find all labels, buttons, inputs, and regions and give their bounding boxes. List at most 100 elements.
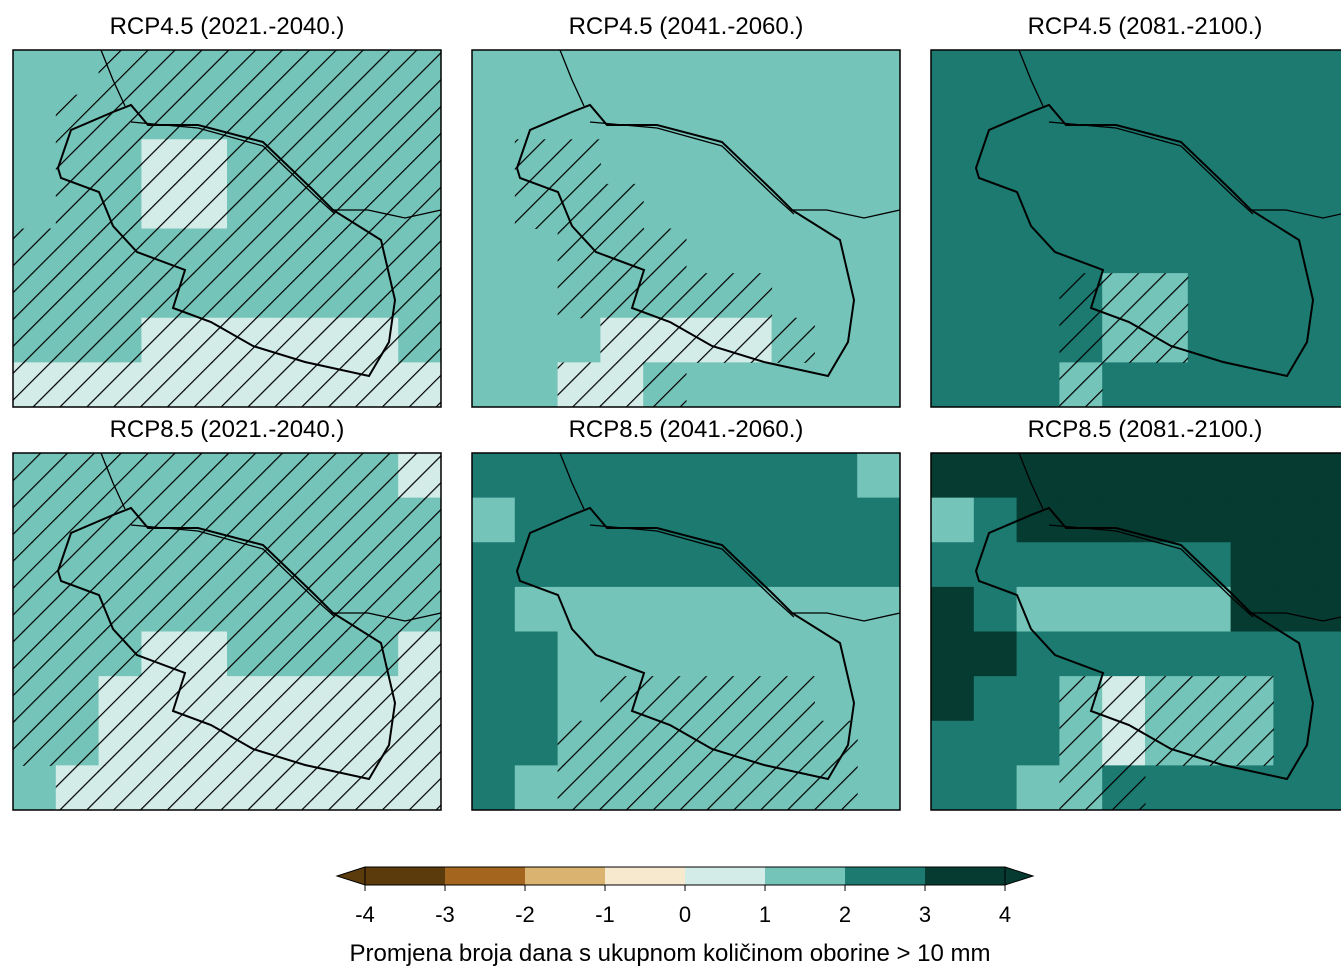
- grid-cell: [557, 676, 601, 722]
- grid-cell: [1316, 542, 1341, 588]
- significance-hatch: [141, 453, 185, 499]
- panel-frame: [12, 452, 442, 811]
- grid-cell: [1059, 631, 1103, 677]
- grid-cell: [1230, 542, 1274, 588]
- grid-cell: [771, 631, 815, 677]
- significance-hatch: [13, 586, 57, 632]
- significance-hatch: [600, 362, 644, 408]
- panel-title: RCP4.5 (2081.-2100.): [1028, 13, 1263, 40]
- grid-cell: [1145, 228, 1189, 274]
- significance-hatch: [1102, 273, 1146, 319]
- grid-cell: [771, 228, 815, 274]
- significance-hatch: [98, 720, 142, 766]
- grid-cell: [600, 497, 644, 543]
- significance-hatch: [398, 542, 442, 588]
- grid-cell: [1273, 139, 1317, 185]
- significance-hatch: [13, 676, 57, 722]
- significance-hatch: [1145, 676, 1189, 722]
- grid-cell: [814, 139, 858, 185]
- significance-hatch: [55, 273, 100, 319]
- grid-cell: [857, 542, 901, 588]
- significance-hatch: [600, 317, 644, 363]
- significance-hatch: [227, 50, 271, 96]
- grid-cell: [931, 720, 975, 766]
- significance-hatch: [98, 631, 142, 677]
- grid-cell: [814, 542, 858, 588]
- grid-cell: [771, 362, 815, 408]
- significance-hatch: [398, 453, 442, 499]
- significance-hatch: [398, 631, 442, 677]
- grid-cell: [514, 94, 559, 140]
- map-panel: [930, 452, 1341, 811]
- significance-hatch: [269, 139, 314, 185]
- significance-hatch: [141, 139, 185, 185]
- significance-hatch: [398, 586, 442, 632]
- grid-cell: [814, 362, 858, 408]
- significance-hatch: [141, 94, 185, 140]
- grid-cell: [600, 453, 644, 499]
- grid-cell: [13, 765, 57, 811]
- map-panel: [930, 49, 1341, 408]
- significance-hatch: [269, 50, 314, 96]
- grid-cell: [1016, 317, 1060, 363]
- grid-cell: [931, 362, 975, 408]
- significance-hatch: [686, 676, 730, 722]
- significance-hatch: [600, 228, 644, 274]
- significance-hatch: [312, 273, 356, 319]
- significance-hatch: [398, 50, 442, 96]
- grid-cell: [771, 183, 815, 229]
- grid-cell: [1316, 765, 1341, 811]
- significance-hatch: [771, 317, 815, 363]
- grid-cell: [1230, 273, 1274, 319]
- significance-hatch: [13, 497, 57, 543]
- significance-hatch: [686, 317, 730, 363]
- significance-hatch: [269, 542, 314, 588]
- grid-cell: [1316, 586, 1341, 632]
- grid-cell: [973, 139, 1018, 185]
- grid-cell: [1016, 94, 1060, 140]
- grid-cell: [973, 228, 1018, 274]
- grid-cell: [600, 50, 644, 96]
- grid-cell: [857, 362, 901, 408]
- grid-cell: [1273, 183, 1317, 229]
- significance-hatch: [269, 228, 314, 274]
- significance-hatch: [643, 676, 687, 722]
- colorbar-bin: [605, 867, 686, 885]
- significance-hatch: [1102, 765, 1146, 811]
- grid-cell: [472, 273, 516, 319]
- significance-hatch: [227, 453, 271, 499]
- significance-hatch: [355, 183, 399, 229]
- significance-hatch: [227, 317, 271, 363]
- grid-cell: [814, 183, 858, 229]
- significance-hatch: [184, 228, 228, 274]
- grid-cell: [1316, 183, 1341, 229]
- significance-hatch: [312, 720, 356, 766]
- grid-cell: [472, 676, 516, 722]
- significance-hatch: [227, 228, 271, 274]
- significance-hatch: [600, 273, 644, 319]
- significance-hatch: [771, 720, 815, 766]
- grid-cell: [514, 273, 559, 319]
- significance-hatch: [13, 273, 57, 319]
- significance-hatch: [600, 720, 644, 766]
- grid-cell: [1230, 183, 1274, 229]
- grid-cell: [643, 586, 687, 632]
- significance-hatch: [13, 542, 57, 588]
- grid-cell: [814, 50, 858, 96]
- grid-cell: [514, 586, 559, 632]
- grid-cell: [686, 228, 730, 274]
- map-panel: [12, 452, 442, 811]
- significance-hatch: [312, 676, 356, 722]
- significance-hatch: [269, 183, 314, 229]
- significance-hatch: [141, 317, 185, 363]
- significance-hatch: [184, 317, 228, 363]
- significance-hatch: [398, 273, 442, 319]
- significance-hatch: [398, 183, 442, 229]
- grid-cell: [472, 139, 516, 185]
- grid-cell: [514, 228, 559, 274]
- significance-hatch: [1145, 720, 1189, 766]
- grid-cell: [1102, 228, 1146, 274]
- colorbar-extension: [335, 866, 366, 886]
- grid-cell: [1316, 453, 1341, 499]
